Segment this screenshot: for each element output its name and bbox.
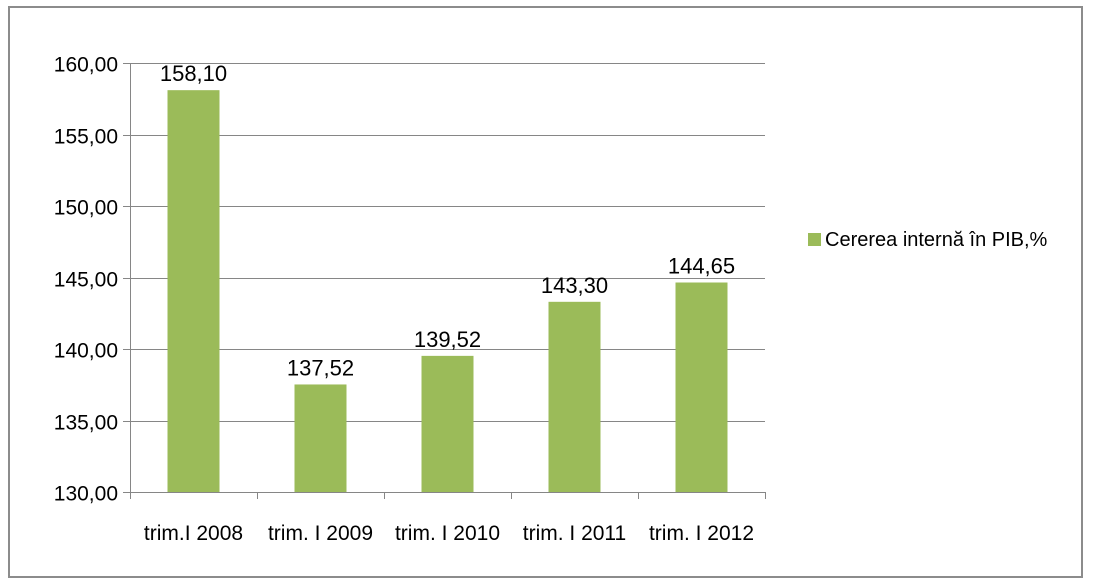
legend: Cererea internă în PIB,% [808, 229, 1048, 251]
x-tick-label: trim. I 2010 [395, 522, 500, 545]
x-tick-label: trim.I 2008 [144, 522, 243, 545]
y-tick-label: 130,00 [54, 483, 118, 506]
data-label: 158,10 [160, 61, 227, 86]
y-tick-label: 155,00 [54, 126, 118, 149]
bars [167, 90, 728, 493]
labels: 130,00 135,00 140,00 145,00 150,00 155,00 160,… [54, 54, 754, 546]
y-tick-label: 135,00 [54, 412, 118, 435]
y-tick-label: 150,00 [54, 197, 118, 220]
axes [123, 63, 766, 499]
bar [421, 355, 474, 492]
legend-label: Cererea internă în PIB,% [825, 229, 1048, 251]
y-tick-label: 145,00 [54, 269, 118, 292]
bar [675, 282, 728, 492]
bar [548, 301, 601, 492]
x-tick-label: trim. I 2011 [523, 522, 626, 545]
x-tick-label: trim. I 2012 [649, 522, 754, 545]
bar [294, 384, 347, 492]
y-tick-label: 140,00 [54, 340, 118, 363]
gridlines [130, 63, 765, 422]
data-label: 137,52 [287, 355, 354, 380]
x-tick-label: trim. I 2009 [268, 522, 373, 545]
data-label: 139,52 [414, 327, 481, 352]
bar [167, 90, 220, 493]
data-label: 143,30 [541, 273, 608, 298]
y-tick-label: 160,00 [54, 54, 118, 77]
data-label: 144,65 [668, 254, 735, 279]
legend-swatch [808, 233, 821, 246]
